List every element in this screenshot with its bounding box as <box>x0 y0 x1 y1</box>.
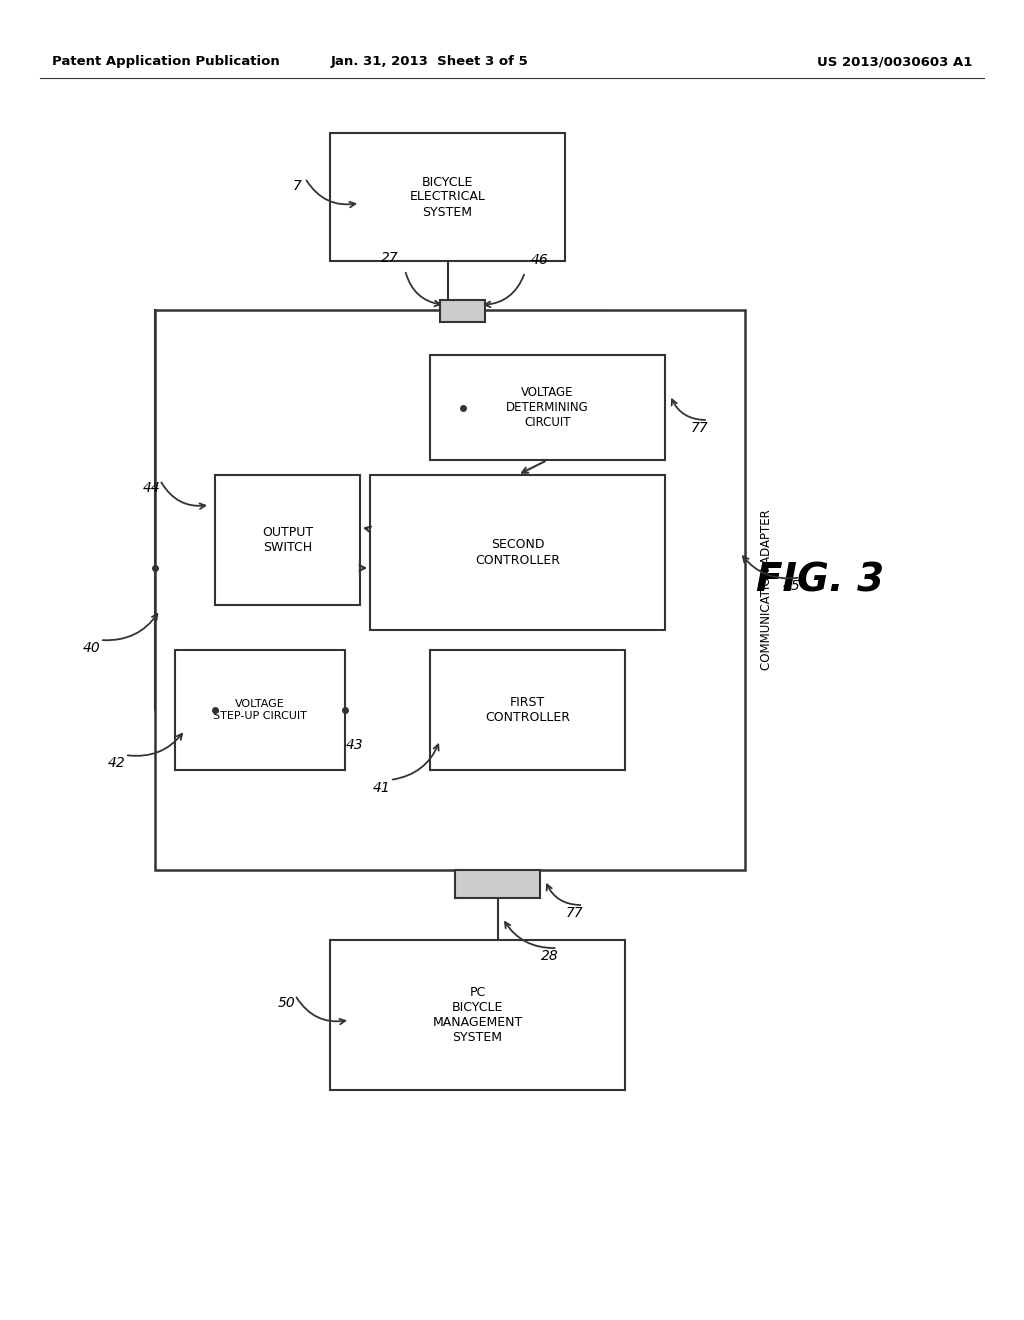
Text: VOLTAGE
STEP-UP CIRCUIT: VOLTAGE STEP-UP CIRCUIT <box>213 700 307 721</box>
Text: 43: 43 <box>346 738 364 752</box>
Bar <box>330 940 625 1090</box>
Text: COMMUNICATION ADAPTER: COMMUNICATION ADAPTER <box>761 510 773 671</box>
Text: FIRST
CONTROLLER: FIRST CONTROLLER <box>485 696 570 723</box>
Text: FIG. 3: FIG. 3 <box>756 561 884 599</box>
Text: 50: 50 <box>279 997 296 1010</box>
Text: OUTPUT
SWITCH: OUTPUT SWITCH <box>262 525 313 554</box>
Bar <box>215 475 360 605</box>
Bar <box>370 475 665 630</box>
Bar <box>430 355 665 459</box>
Text: 42: 42 <box>109 756 126 770</box>
Text: 41: 41 <box>373 781 391 795</box>
Text: Patent Application Publication: Patent Application Publication <box>52 55 280 69</box>
Text: 28: 28 <box>541 949 558 964</box>
Text: 44: 44 <box>143 480 161 495</box>
Text: 77: 77 <box>691 421 709 436</box>
Text: PC
BICYCLE
MANAGEMENT
SYSTEM: PC BICYCLE MANAGEMENT SYSTEM <box>432 986 522 1044</box>
Bar <box>155 310 745 870</box>
Text: 7: 7 <box>293 180 301 193</box>
Text: Jan. 31, 2013  Sheet 3 of 5: Jan. 31, 2013 Sheet 3 of 5 <box>331 55 528 69</box>
Text: VOLTAGE
DETERMINING
CIRCUIT: VOLTAGE DETERMINING CIRCUIT <box>506 385 589 429</box>
Text: SECOND
CONTROLLER: SECOND CONTROLLER <box>475 539 560 566</box>
Bar <box>440 300 485 322</box>
Text: US 2013/0030603 A1: US 2013/0030603 A1 <box>816 55 972 69</box>
Text: 45: 45 <box>783 578 801 593</box>
Text: 27: 27 <box>381 251 399 265</box>
Text: BICYCLE
ELECTRICAL
SYSTEM: BICYCLE ELECTRICAL SYSTEM <box>410 176 485 219</box>
Text: 46: 46 <box>531 253 549 267</box>
Bar <box>175 649 345 770</box>
Text: 40: 40 <box>83 642 101 655</box>
Bar <box>430 649 625 770</box>
Bar <box>455 870 540 898</box>
Bar <box>330 133 565 261</box>
Text: 77: 77 <box>566 906 584 920</box>
